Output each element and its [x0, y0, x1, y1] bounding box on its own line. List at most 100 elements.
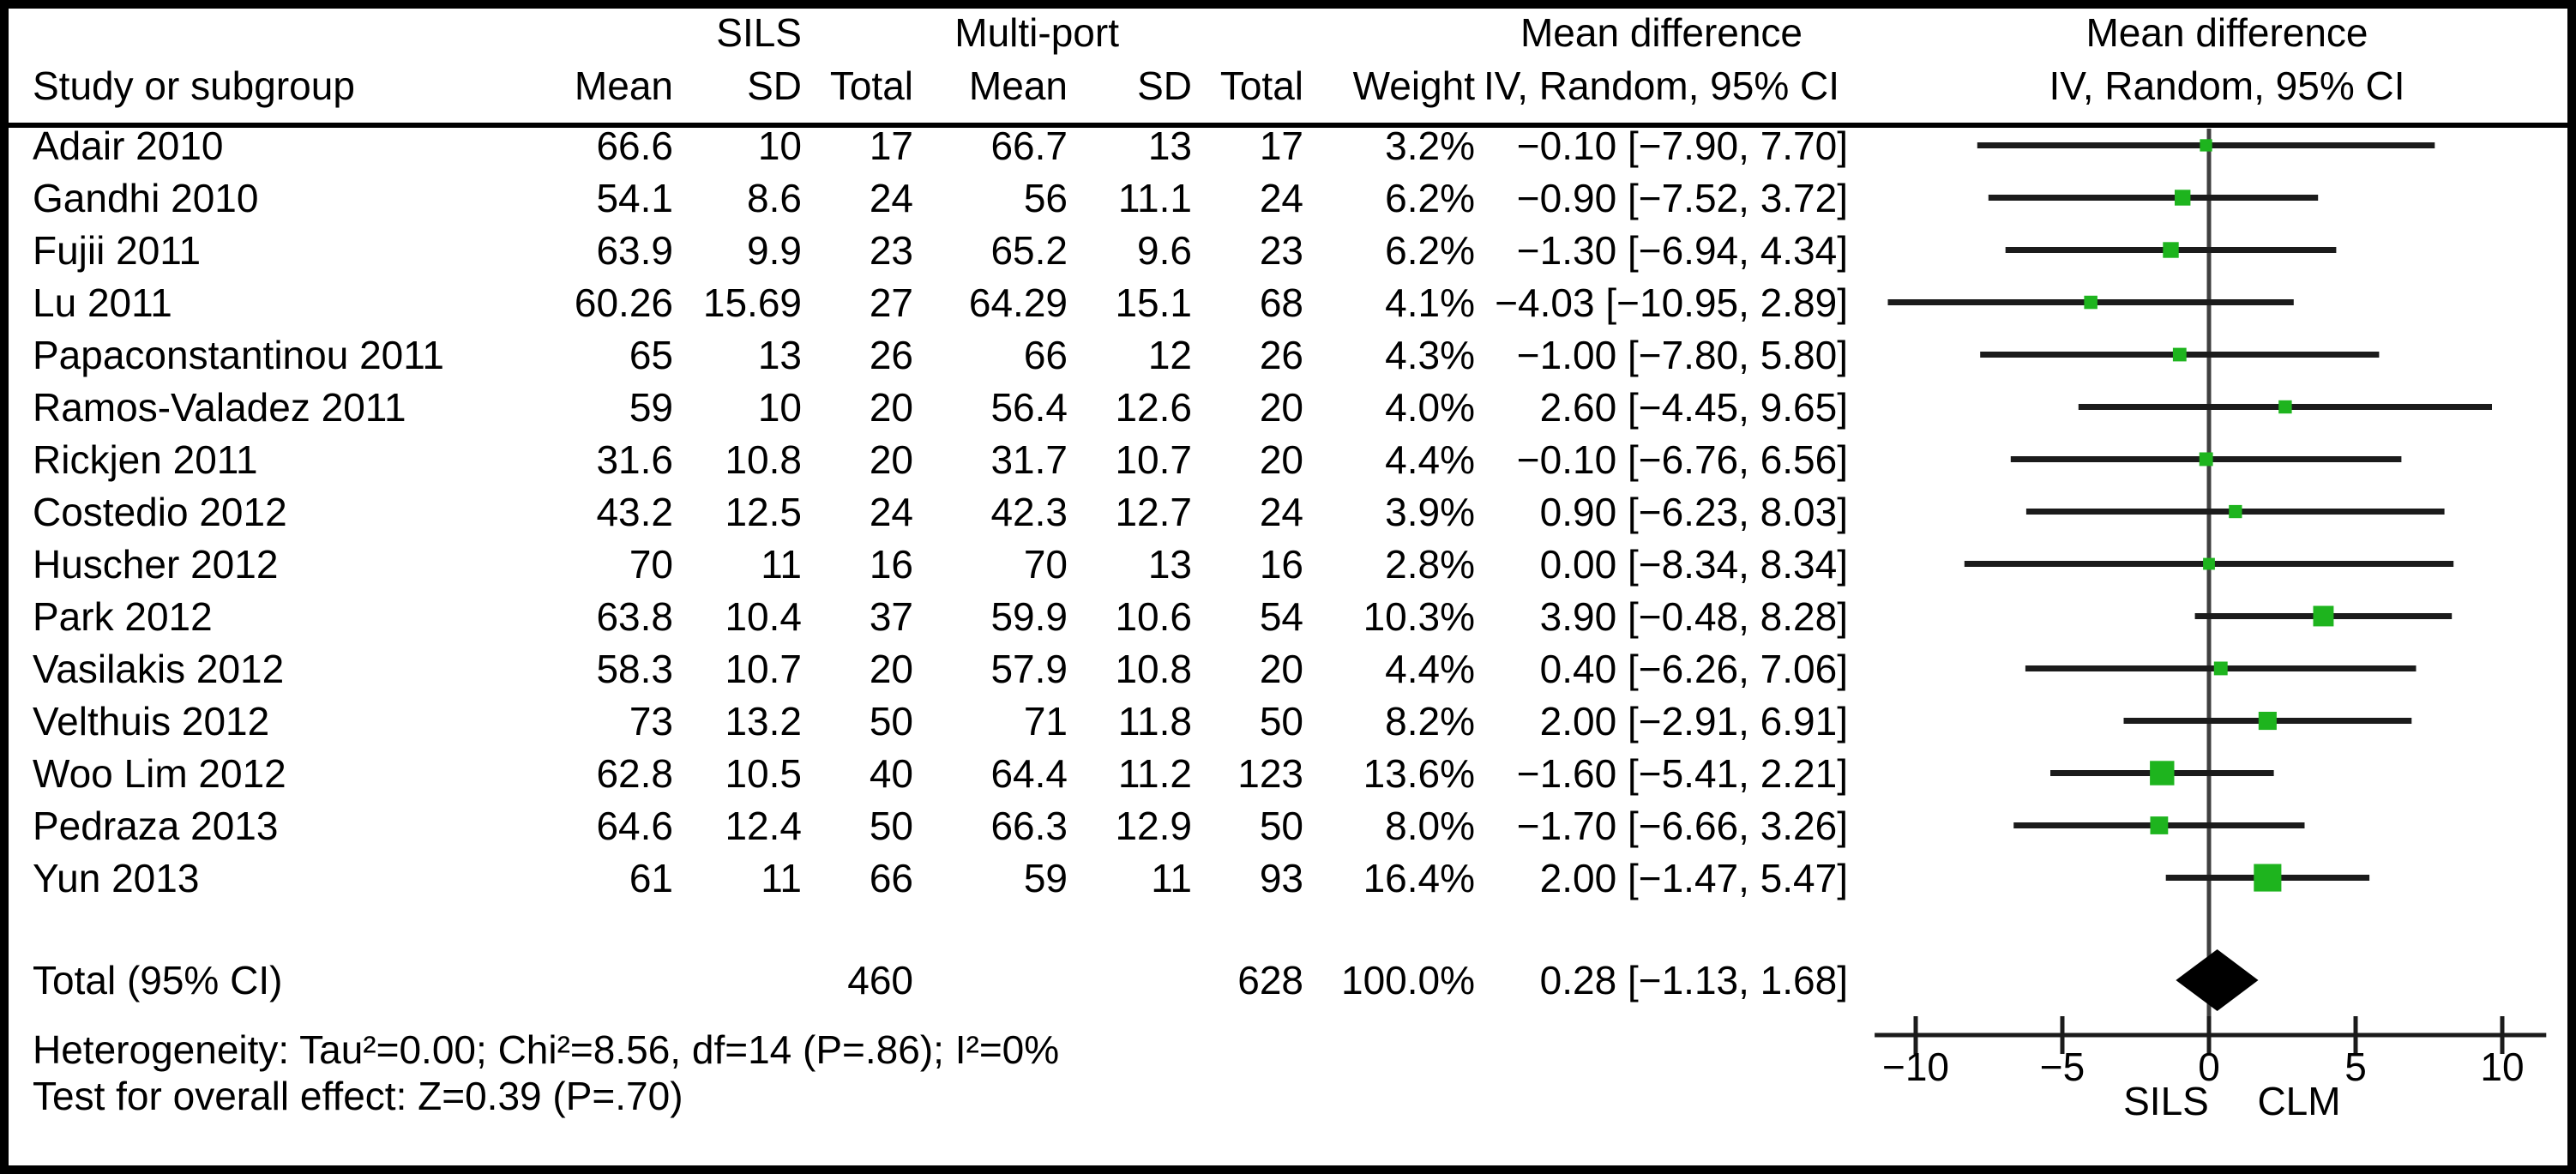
col-header-study: Study or subgroup: [33, 63, 355, 108]
sils-sd-cell: 13.2: [725, 698, 802, 744]
effect-marker: [2203, 557, 2215, 570]
mp-mean-cell: 64.29: [968, 280, 1068, 325]
mp-sd-cell: 13: [1147, 123, 1192, 168]
study-name-cell: Vasilakis 2012: [33, 646, 285, 691]
col-header-mp-sd: SD: [1137, 63, 1192, 108]
axis-label-sils: SILS: [2123, 1079, 2209, 1123]
sils-total-cell: 37: [869, 593, 913, 639]
study-row: Yun 2013 61 11 66 59 11 93 16.4% 2.00 [−1.47, 5.…: [9, 852, 2567, 904]
mp-sd-cell: 15.1: [1115, 280, 1192, 325]
mp-mean-cell: 57.9: [990, 646, 1068, 691]
study-row: Fujii 2011 63.9 9.9 23 65.2 9.6 23 6.2% −1.30 [−…: [9, 224, 2567, 276]
sils-sd-cell: 9.9: [747, 227, 802, 273]
mp-total-cell: 26: [1259, 332, 1303, 377]
mp-sd-cell: 10.7: [1115, 436, 1192, 482]
effect-marker: [2258, 712, 2277, 731]
mp-sd-cell: 11: [1151, 855, 1192, 900]
mp-total-cell: 20: [1259, 384, 1303, 430]
sils-sd-cell: 11: [761, 855, 802, 900]
study-name-cell: Papaconstantinou 2011: [33, 332, 444, 377]
mp-mean-cell: 71: [1023, 698, 1068, 744]
mp-sd-cell: 12.7: [1115, 489, 1192, 534]
mp-mean-cell: 56: [1023, 175, 1068, 220]
mean-difference-header-plot: Mean difference: [2085, 10, 2368, 55]
sils-mean-cell: 31.6: [596, 436, 673, 482]
mp-sd-cell: 12.6: [1115, 384, 1192, 430]
table-header-columns: Study or subgroup Mean SD Total Mean SD …: [9, 63, 2567, 108]
weight-cell: 4.4%: [1385, 646, 1475, 691]
study-row: Woo Lim 2012 62.8 10.5 40 64.4 11.2 123 13.6% −1…: [9, 747, 2567, 799]
weight-cell: 16.4%: [1363, 855, 1475, 900]
ci-text-cell: −0.10 [−7.90, 7.70]: [1516, 123, 1848, 168]
col-header-weight: Weight: [1352, 63, 1475, 108]
effect-marker: [2213, 661, 2228, 676]
ci-text-cell: 3.90 [−0.48, 8.28]: [1539, 593, 1848, 639]
effect-marker: [2175, 190, 2191, 206]
study-row: Pedraza 2013 64.6 12.4 50 66.3 12.9 50 8.0% −1.7…: [9, 799, 2567, 852]
weight-cell: 4.3%: [1385, 332, 1475, 377]
study-row: Papaconstantinou 2011 65 13 26 66 12 26 4.3% −1.…: [9, 328, 2567, 381]
weight-cell: 10.3%: [1363, 593, 1475, 639]
weight-cell: 4.0%: [1385, 384, 1475, 430]
col-header-sils-sd: SD: [747, 63, 802, 108]
mp-sd-cell: 10.6: [1115, 593, 1192, 639]
sils-total-cell: 50: [869, 803, 913, 848]
sils-sd-cell: 10: [757, 123, 802, 168]
mp-mean-cell: 66: [1023, 332, 1068, 377]
x-axis-tick-label: 0: [2198, 1045, 2220, 1089]
mp-total-cell: 123: [1237, 750, 1303, 796]
sils-sd-cell: 8.6: [747, 175, 802, 220]
study-row: Park 2012 63.8 10.4 37 59.9 10.6 54 10.3% 3.90 […: [9, 590, 2567, 642]
weight-cell: 3.2%: [1385, 123, 1475, 168]
study-name-cell: Velthuis 2012: [33, 698, 270, 744]
x-axis-tick-label: −10: [1882, 1045, 1949, 1089]
study-name-cell: Fujii 2011: [33, 227, 202, 273]
x-axis-tick-label: 5: [2344, 1045, 2367, 1089]
sils-mean-cell: 54.1: [596, 175, 673, 220]
study-name-cell: Ramos-Valadez 2011: [33, 384, 406, 430]
weight-cell: 8.0%: [1385, 803, 1475, 848]
sils-total-cell: 24: [869, 489, 913, 534]
group-header-sils: SILS: [716, 10, 802, 55]
ci-text-cell: −4.03 [−10.95, 2.89]: [1495, 280, 1848, 325]
ci-text-cell: −0.10 [−6.76, 6.56]: [1516, 436, 1848, 482]
study-row: Gandhi 2010 54.1 8.6 24 56 11.1 24 6.2% −0.90 [−…: [9, 172, 2567, 224]
mp-sd-cell: 11.1: [1117, 175, 1192, 220]
weight-cell: 6.2%: [1385, 175, 1475, 220]
sils-mean-cell: 66.6: [596, 123, 673, 168]
col-header-sils-total: Total: [829, 63, 913, 108]
sils-sd-cell: 12.5: [725, 489, 802, 534]
effect-marker: [2229, 504, 2242, 519]
mp-mean-cell: 70: [1023, 541, 1068, 587]
weight-cell: 2.8%: [1385, 541, 1475, 587]
mp-mean-cell: 59: [1023, 855, 1068, 900]
mp-mean-cell: 66.7: [990, 123, 1068, 168]
sils-mean-cell: 63.9: [596, 227, 673, 273]
study-row: Huscher 2012 70 11 16 70 13 16 2.8% 0.00 [−8.34,…: [9, 538, 2567, 590]
mp-mean-cell: 66.3: [990, 803, 1068, 848]
mp-mean-cell: 42.3: [990, 489, 1068, 534]
sils-total-cell: 27: [869, 280, 913, 325]
effect-marker: [2172, 347, 2187, 362]
x-axis-tick-label: −5: [2040, 1045, 2085, 1089]
study-name-cell: Huscher 2012: [33, 541, 279, 587]
sils-mean-cell: 61: [629, 855, 673, 900]
mp-total-cell: 24: [1259, 175, 1303, 220]
ci-text-cell: −1.00 [−7.80, 5.80]: [1516, 332, 1848, 377]
study-name-cell: Costedio 2012: [33, 489, 287, 534]
weight-cell: 3.9%: [1385, 489, 1475, 534]
study-row: Lu 2011 60.26 15.69 27 64.29 15.1 68 4.1% −4.03 …: [9, 276, 2567, 328]
header-divider-line: [9, 123, 2567, 128]
ci-text-cell: 0.00 [−8.34, 8.34]: [1539, 541, 1848, 587]
sils-total-cell: 17: [869, 123, 913, 168]
mp-sd-cell: 13: [1147, 541, 1192, 587]
col-header-iv-random-text: IV, Random, 95% CI: [1483, 63, 1840, 108]
sils-sd-cell: 10: [757, 384, 802, 430]
effect-marker: [2254, 864, 2282, 892]
total-ci-text: 0.28 [−1.13, 1.68]: [1539, 958, 1848, 1002]
col-header-sils-mean: Mean: [574, 63, 673, 108]
mp-sd-cell: 12: [1147, 332, 1192, 377]
mp-total-cell: 68: [1259, 280, 1303, 325]
effect-marker: [2150, 761, 2175, 786]
